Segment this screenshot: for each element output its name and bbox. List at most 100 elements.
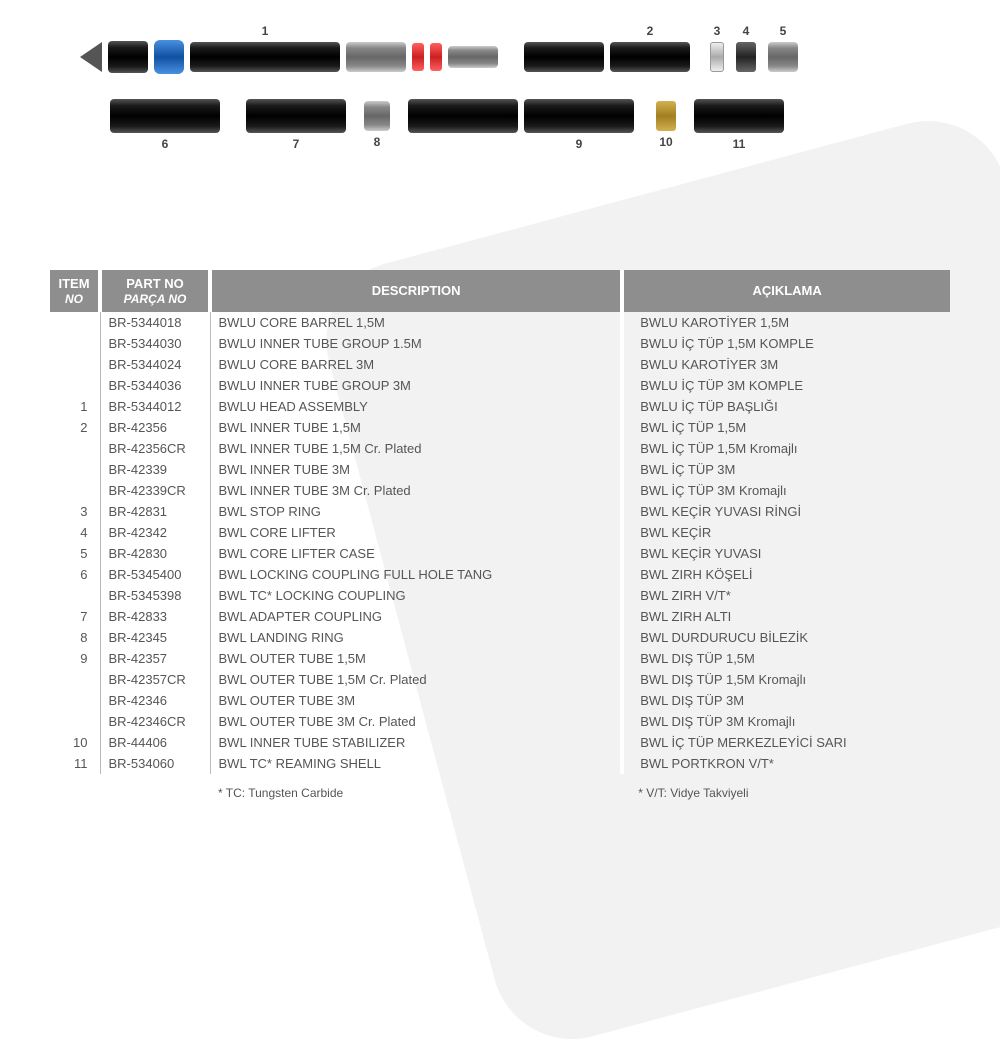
- cell-item-no: 2: [50, 417, 100, 438]
- cell-item-no: [50, 375, 100, 396]
- table-row: 10BR-44406BWL INNER TUBE STABILIZERBWL İ…: [50, 732, 950, 753]
- cell-part-no: BR-42833: [100, 606, 210, 627]
- diagram-label-7: 7: [293, 137, 300, 151]
- cell-part-no: BR-42339: [100, 459, 210, 480]
- part-landing-ring: 8: [364, 101, 390, 131]
- cell-aciklama: BWL DIŞ TÜP 3M Kromajlı: [622, 711, 950, 732]
- cell-part-no: BR-5345398: [100, 585, 210, 606]
- cell-item-no: 10: [50, 732, 100, 753]
- cell-aciklama: BWL DURDURUCU BİLEZİK: [622, 627, 950, 648]
- header-part-no-sub: PARÇA NO: [110, 292, 200, 306]
- part-outer-tube-right: 9: [524, 99, 634, 133]
- diagram-label-2: 2: [647, 24, 654, 38]
- table-row: 5BR-42830BWL CORE LIFTER CASEBWL KEÇİR Y…: [50, 543, 950, 564]
- part-head-body: [108, 41, 148, 73]
- cell-part-no: BR-42831: [100, 501, 210, 522]
- cell-aciklama: BWL KEÇİR YUVASI: [622, 543, 950, 564]
- cell-part-no: BR-44406: [100, 732, 210, 753]
- table-row: BR-5345398BWL TC* LOCKING COUPLINGBWL ZI…: [50, 585, 950, 606]
- table-row: BR-5344036BWLU INNER TUBE GROUP 3MBWLU İ…: [50, 375, 950, 396]
- cell-aciklama: BWL İÇ TÜP 1,5M: [622, 417, 950, 438]
- exploded-diagram: 1 2 3 4 5: [50, 40, 950, 220]
- cell-item-no: [50, 333, 100, 354]
- cell-aciklama: BWL İÇ TÜP MERKEZLEYİCİ SARI: [622, 732, 950, 753]
- cell-item-no: 7: [50, 606, 100, 627]
- cell-description: BWL STOP RING: [210, 501, 622, 522]
- part-stop-ring: 3: [710, 42, 724, 72]
- diagram-label-11: 11: [733, 137, 746, 151]
- cell-aciklama: BWL PORTKRON V/T*: [622, 753, 950, 774]
- cell-item-no: [50, 669, 100, 690]
- cell-part-no: BR-42357CR: [100, 669, 210, 690]
- header-description-label: DESCRIPTION: [372, 283, 461, 298]
- part-inner-tube-right: 2: [610, 42, 690, 72]
- cell-part-no: BR-534060: [100, 753, 210, 774]
- cell-part-no: BR-5344036: [100, 375, 210, 396]
- cell-description: BWL INNER TUBE 1,5M: [210, 417, 622, 438]
- cell-description: BWL OUTER TUBE 1,5M Cr. Plated: [210, 669, 622, 690]
- cell-part-no: BR-42339CR: [100, 480, 210, 501]
- cell-item-no: 3: [50, 501, 100, 522]
- cell-description: BWL TC* REAMING SHELL: [210, 753, 622, 774]
- cell-aciklama: BWL ZIRH KÖŞELİ: [622, 564, 950, 585]
- cell-description: BWL LANDING RING: [210, 627, 622, 648]
- part-locking-coupling: 6: [110, 99, 220, 133]
- cell-item-no: 4: [50, 522, 100, 543]
- page-content: 1 2 3 4 5: [0, 0, 1000, 843]
- part-outer-tube-left: [408, 99, 518, 133]
- table-row: 1BR-5344012BWLU HEAD ASSEMBLYBWLU İÇ TÜP…: [50, 396, 950, 417]
- header-description: DESCRIPTION: [210, 270, 622, 312]
- cell-aciklama: BWL DIŞ TÜP 1,5M Kromajlı: [622, 669, 950, 690]
- table-row: 11BR-534060BWL TC* REAMING SHELLBWL PORT…: [50, 753, 950, 774]
- table-row: BR-5344018BWLU CORE BARREL 1,5MBWLU KARO…: [50, 312, 950, 333]
- cell-item-no: [50, 690, 100, 711]
- table-row: BR-5344024BWLU CORE BARREL 3MBWLU KAROTİ…: [50, 354, 950, 375]
- cell-item-no: [50, 585, 100, 606]
- cell-part-no: BR-5344018: [100, 312, 210, 333]
- diagram-label-9: 9: [576, 137, 583, 151]
- cell-description: BWL TC* LOCKING COUPLING: [210, 585, 622, 606]
- cell-item-no: [50, 438, 100, 459]
- part-red-rings-2: [430, 43, 442, 71]
- table-row: 8BR-42345BWL LANDING RINGBWL DURDURUCU B…: [50, 627, 950, 648]
- cell-part-no: BR-5345400: [100, 564, 210, 585]
- table-row: BR-42339CRBWL INNER TUBE 3M Cr. PlatedBW…: [50, 480, 950, 501]
- diagram-label-5: 5: [780, 24, 787, 38]
- cell-part-no: BR-42356: [100, 417, 210, 438]
- cell-item-no: 6: [50, 564, 100, 585]
- cell-description: BWL INNER TUBE 1,5M Cr. Plated: [210, 438, 622, 459]
- cell-item-no: [50, 459, 100, 480]
- cell-description: BWL INNER TUBE 3M Cr. Plated: [210, 480, 622, 501]
- diagram-label-10: 10: [659, 135, 672, 149]
- header-item-no-sub: NO: [58, 292, 90, 306]
- cell-description: BWLU CORE BARREL 1,5M: [210, 312, 622, 333]
- cell-item-no: [50, 354, 100, 375]
- cell-aciklama: BWL KEÇİR YUVASI RİNGİ: [622, 501, 950, 522]
- footnote-right: * V/T: Vidye Takviyeli: [622, 774, 950, 803]
- part-inner-tube-left: [524, 42, 604, 72]
- table-row: BR-42346BWL OUTER TUBE 3MBWL DIŞ TÜP 3M: [50, 690, 950, 711]
- table-header: ITEM NO PART NO PARÇA NO DESCRIPTION AÇI…: [50, 270, 950, 312]
- header-part-no: PART NO PARÇA NO: [100, 270, 210, 312]
- table-row: BR-42357CRBWL OUTER TUBE 1,5M Cr. Plated…: [50, 669, 950, 690]
- cell-aciklama: BWLU İÇ TÜP BAŞLIĞI: [622, 396, 950, 417]
- cell-item-no: 1: [50, 396, 100, 417]
- part-lifter-case: 5: [768, 42, 798, 72]
- cell-description: BWLU HEAD ASSEMBLY: [210, 396, 622, 417]
- cell-aciklama: BWL İÇ TÜP 3M Kromajlı: [622, 480, 950, 501]
- cell-item-no: 5: [50, 543, 100, 564]
- cell-part-no: BR-42345: [100, 627, 210, 648]
- cell-item-no: [50, 480, 100, 501]
- cell-description: BWLU INNER TUBE GROUP 1.5M: [210, 333, 622, 354]
- cell-part-no: BR-42342: [100, 522, 210, 543]
- table-row: BR-42346CRBWL OUTER TUBE 3M Cr. PlatedBW…: [50, 711, 950, 732]
- diagram-label-8: 8: [374, 135, 381, 149]
- diagram-row-bottom: 6 7 8 9 10 11: [50, 99, 950, 133]
- part-adapter-coupling: 7: [246, 99, 346, 133]
- cell-description: BWL INNER TUBE 3M: [210, 459, 622, 480]
- parts-table-container: ITEM NO PART NO PARÇA NO DESCRIPTION AÇI…: [50, 270, 950, 803]
- cell-item-no: 8: [50, 627, 100, 648]
- diagram-label-3: 3: [714, 24, 721, 38]
- table-body: BR-5344018BWLU CORE BARREL 1,5MBWLU KARO…: [50, 312, 950, 803]
- cell-part-no: BR-42356CR: [100, 438, 210, 459]
